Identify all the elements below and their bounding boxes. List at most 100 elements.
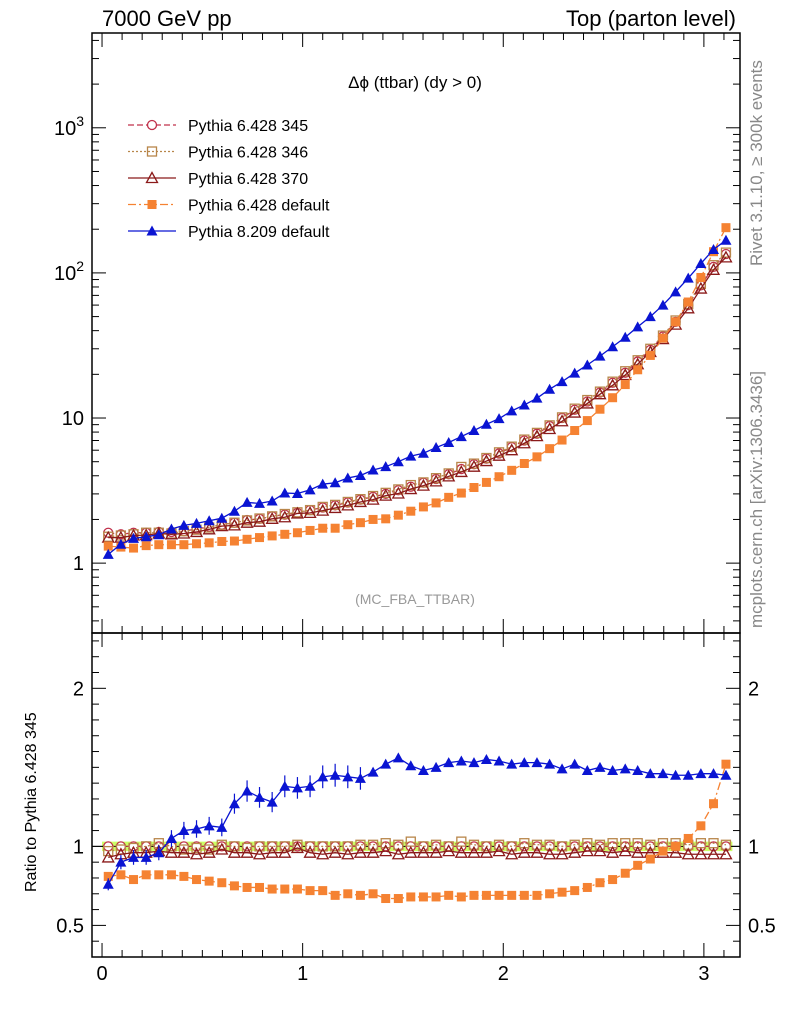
- legend-marker-py6def: [147, 200, 157, 209]
- main-point-py8: [102, 548, 114, 559]
- main-point-py370: [404, 482, 418, 495]
- main-point-py370: [328, 501, 342, 514]
- ratio-point-py370: [606, 845, 620, 858]
- ratio-point-py8: [708, 768, 720, 779]
- ratio-point-py8: [632, 765, 644, 776]
- main-point-py8: [140, 531, 152, 542]
- xtick-label: 0: [96, 963, 107, 985]
- ratio-point-py370: [379, 844, 393, 857]
- ratio-point-py8: [480, 753, 492, 764]
- main-point-py370: [492, 448, 506, 461]
- main-point-py370: [568, 405, 582, 418]
- ratio-point-py370: [177, 845, 191, 858]
- ratio-frame: [91, 632, 741, 958]
- main-point-py370: [227, 518, 242, 531]
- main-point-py6def: [103, 541, 113, 551]
- main-line-py370: [108, 256, 727, 539]
- ratio-point-py370: [391, 847, 405, 860]
- main-point-py6def: [444, 492, 454, 502]
- ratio-point-py6def: [179, 871, 189, 881]
- main-point-py6def: [229, 536, 239, 546]
- ratio-point-py6def: [671, 841, 681, 851]
- main-point-py8: [304, 484, 316, 495]
- ratio-point-py6def: [154, 870, 164, 880]
- ratio-line-py346: [108, 840, 727, 852]
- main-point-py6def: [456, 488, 466, 498]
- ratio-point-py8: [544, 758, 556, 769]
- ratio-ytick-label-right: 0.5: [748, 915, 776, 937]
- legend-marker-py8: [146, 225, 158, 236]
- ratio-point-py370: [101, 850, 115, 863]
- ratio-point-py8: [644, 768, 656, 779]
- ratio-point-py8: [670, 769, 682, 780]
- main-point-py8: [708, 243, 720, 254]
- ratio-point-py8: [417, 765, 429, 776]
- ratio-point-py370: [555, 847, 569, 860]
- main-point-py6def: [645, 350, 655, 360]
- main-point-py8: [644, 311, 656, 322]
- main-point-py8: [417, 447, 429, 458]
- main-point-py8: [581, 359, 593, 370]
- ratio-point-py6def: [242, 882, 252, 892]
- ratio-point-py370: [694, 847, 708, 860]
- legend-label-py6def: Pythia 6.428 default: [188, 198, 330, 215]
- main-point-py6def: [318, 523, 328, 533]
- ratio-point-py346: [430, 839, 442, 850]
- ytick-label: 10: [62, 408, 84, 430]
- ratio-point-py370: [580, 844, 594, 857]
- ratio-point-py6def: [633, 860, 643, 870]
- main-point-py6def: [406, 506, 416, 516]
- main-point-py370: [479, 454, 494, 467]
- main-point-py6def: [519, 458, 529, 468]
- main-point-py346: [418, 477, 429, 488]
- main-point-py370: [505, 443, 519, 456]
- ratio-point-py6def: [582, 882, 592, 892]
- main-point-py6def: [393, 510, 403, 520]
- ratio-point-py370: [681, 847, 695, 860]
- main-point-py370: [719, 250, 733, 263]
- ratio-ytick-label: 1: [73, 836, 84, 858]
- ratio-point-py346: [267, 841, 278, 852]
- main-point-py8: [682, 272, 694, 283]
- main-point-py6def: [141, 541, 151, 551]
- ratio-point-py8: [695, 768, 707, 779]
- main-point-py346: [519, 434, 530, 445]
- main-point-py8: [455, 431, 467, 442]
- main-point-py6def: [494, 472, 504, 482]
- ratio-point-py370: [278, 845, 292, 858]
- main-line-py8: [107, 239, 727, 555]
- main-point-py346: [720, 247, 732, 258]
- main-point-py6def: [204, 538, 214, 548]
- main-point-py8: [228, 505, 240, 516]
- ratio-point-py346: [229, 841, 240, 852]
- main-point-py346: [229, 517, 240, 528]
- ratio-point-py6def: [658, 846, 668, 856]
- ratio-point-py370: [316, 847, 330, 860]
- main-point-py346: [342, 496, 353, 508]
- xtick-label: 3: [698, 963, 709, 985]
- ratio-point-py8: [493, 755, 505, 766]
- main-point-py8: [594, 350, 606, 361]
- ratio-point-py346: [103, 845, 114, 857]
- main-point-py8: [518, 399, 530, 410]
- ratio-point-py6def: [532, 890, 542, 900]
- ratio-point-py6def: [507, 890, 517, 900]
- main-point-py6def: [343, 520, 353, 530]
- ratio-point-py6def: [431, 892, 441, 902]
- ratio-ytick-label: 0.5: [56, 915, 84, 937]
- ratio-point-py370: [328, 845, 342, 858]
- ratio-point-py6def: [318, 886, 328, 896]
- ratio-point-py346: [506, 841, 517, 852]
- header-left: 7000 GeV pp: [102, 6, 232, 31]
- ratio-point-py346: [569, 839, 580, 850]
- ratio-point-py370: [215, 842, 229, 855]
- ratio-ytick-label-right: 2: [748, 678, 759, 700]
- main-point-py6def: [166, 540, 176, 550]
- main-point-py6def: [658, 333, 668, 343]
- analysis-tag: (MC_FBA_TTBAR): [355, 591, 475, 607]
- main-point-py346: [367, 490, 379, 502]
- ratio-point-py370: [429, 845, 443, 858]
- ratio-point-py370: [353, 845, 368, 858]
- ratio-point-py6def: [570, 886, 580, 896]
